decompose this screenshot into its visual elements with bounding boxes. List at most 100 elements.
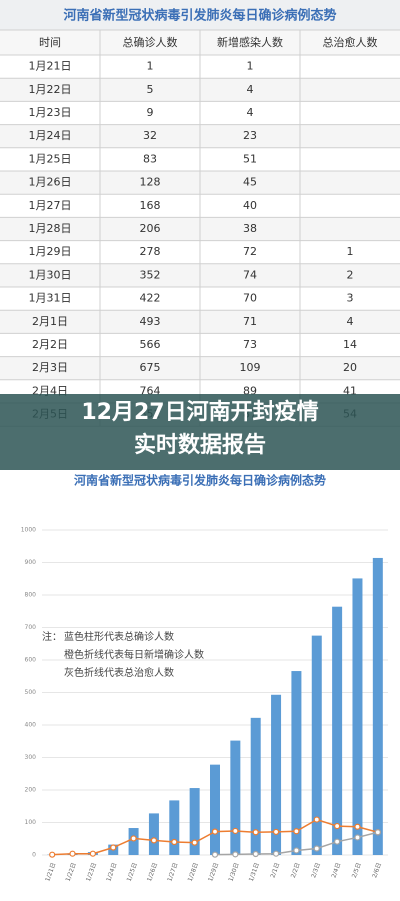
cell: 51: [243, 152, 257, 165]
cell: 1月22日: [29, 83, 72, 96]
cell: 422: [140, 292, 161, 305]
bar: [210, 764, 220, 855]
point: [354, 834, 361, 841]
y-tick-label: 900: [25, 559, 37, 566]
point: [354, 823, 361, 830]
cell: 23: [243, 129, 257, 142]
point: [334, 822, 341, 830]
point: [313, 816, 320, 823]
cell: 2: [347, 268, 354, 281]
point: [49, 851, 56, 858]
cell: 168: [140, 199, 161, 212]
point: [272, 850, 280, 857]
cell: 1月23日: [29, 106, 72, 119]
point: [293, 828, 300, 835]
cell: 1月26日: [29, 176, 72, 189]
annotation: 注：: [42, 630, 62, 643]
x-tick-label: 2/4日: [330, 862, 342, 879]
point: [171, 838, 178, 846]
cell: 45: [243, 176, 257, 189]
annotation: 橙色折线代表每日新增确诊人数: [64, 648, 204, 661]
cell: 109: [240, 361, 261, 374]
cell: 1: [147, 60, 154, 73]
bar: [271, 694, 282, 855]
point: [334, 838, 341, 845]
bar: [332, 606, 343, 855]
cell: 40: [243, 199, 257, 212]
annotation: 蓝色柱形代表总确诊人数: [64, 630, 174, 643]
cell: 3: [347, 292, 354, 305]
point: [293, 847, 300, 854]
header-cell: 时间: [39, 36, 61, 49]
cell: 4: [347, 315, 354, 328]
point: [374, 829, 381, 836]
cell: 1月29日: [29, 245, 72, 258]
cell: 70: [243, 292, 257, 305]
cell: 2月3日: [32, 361, 68, 374]
point: [232, 851, 239, 858]
point: [130, 835, 137, 842]
cell: 5: [147, 83, 154, 96]
bar: [372, 557, 383, 855]
x-tick-label: 2/2日: [290, 862, 302, 879]
cell: 2月2日: [32, 338, 68, 351]
cell: 1月21日: [29, 60, 72, 73]
y-tick-label: 400: [25, 722, 37, 729]
cell: 493: [140, 315, 161, 328]
cell: 352: [140, 268, 161, 281]
cell: 206: [140, 222, 161, 235]
point: [89, 850, 96, 857]
x-tick-label: 2/1日: [269, 862, 281, 879]
annotation: 灰色折线代表总治愈人数: [64, 666, 174, 679]
point: [252, 850, 259, 858]
y-tick-label: 300: [25, 754, 37, 761]
y-tick-label: 1000: [21, 527, 36, 534]
x-tick-label: 2/5日: [351, 862, 363, 879]
y-tick-label: 600: [25, 657, 37, 664]
point: [110, 844, 117, 851]
cell: 9: [147, 106, 154, 119]
bar: [352, 578, 363, 855]
y-tick-label: 0: [32, 852, 36, 859]
y-tick-label: 100: [25, 819, 37, 826]
point: [272, 828, 280, 836]
cell: 566: [140, 338, 161, 351]
cell: 1: [347, 245, 354, 258]
cell: 1月27日: [29, 199, 72, 212]
banner-line: 12月27日河南开封疫情: [81, 399, 318, 425]
y-tick-label: 200: [25, 787, 37, 794]
point: [211, 828, 219, 835]
chart-title: 河南省新型冠状病毒引发肺炎每日确诊病例态势: [73, 473, 326, 488]
bar: [148, 813, 159, 855]
banner-line: 实时数据报告: [134, 432, 266, 458]
cell: 72: [243, 245, 257, 258]
point: [232, 827, 239, 835]
bar: [230, 740, 241, 855]
y-tick-label: 500: [25, 689, 37, 696]
table: 时间 总确诊人数 新增感染人数 总治愈人数 1月21日 1 1 1月22日 5 4 1月23日 9 4 1…: [0, 29, 400, 427]
cell: 4: [247, 83, 254, 96]
bar: [169, 800, 180, 855]
point: [252, 829, 259, 836]
cell: 1月24日: [29, 129, 72, 142]
table-title: 河南省新型冠状病毒引发肺炎每日确诊病例态势: [63, 8, 336, 24]
cell: 14: [343, 338, 357, 351]
cell: 675: [140, 361, 161, 374]
point: [150, 837, 158, 844]
x-tick-label: 2/6日: [371, 862, 383, 879]
cell: 4: [247, 106, 254, 119]
cell: 38: [243, 222, 257, 235]
point: [211, 851, 219, 858]
bar: [311, 635, 322, 855]
point: [191, 839, 198, 846]
cell: 32: [143, 129, 157, 142]
cell: 278: [140, 245, 161, 258]
y-tick-label: 700: [25, 624, 37, 631]
cell: 1: [247, 60, 254, 73]
cell: 128: [140, 176, 161, 189]
x-tick-label: 2/3日: [310, 862, 322, 879]
cell: 1月28日: [29, 222, 72, 235]
table-title-bg: [0, 0, 400, 30]
header-cell: 总治愈人数: [323, 35, 378, 49]
cell: 1月30日: [29, 268, 72, 281]
